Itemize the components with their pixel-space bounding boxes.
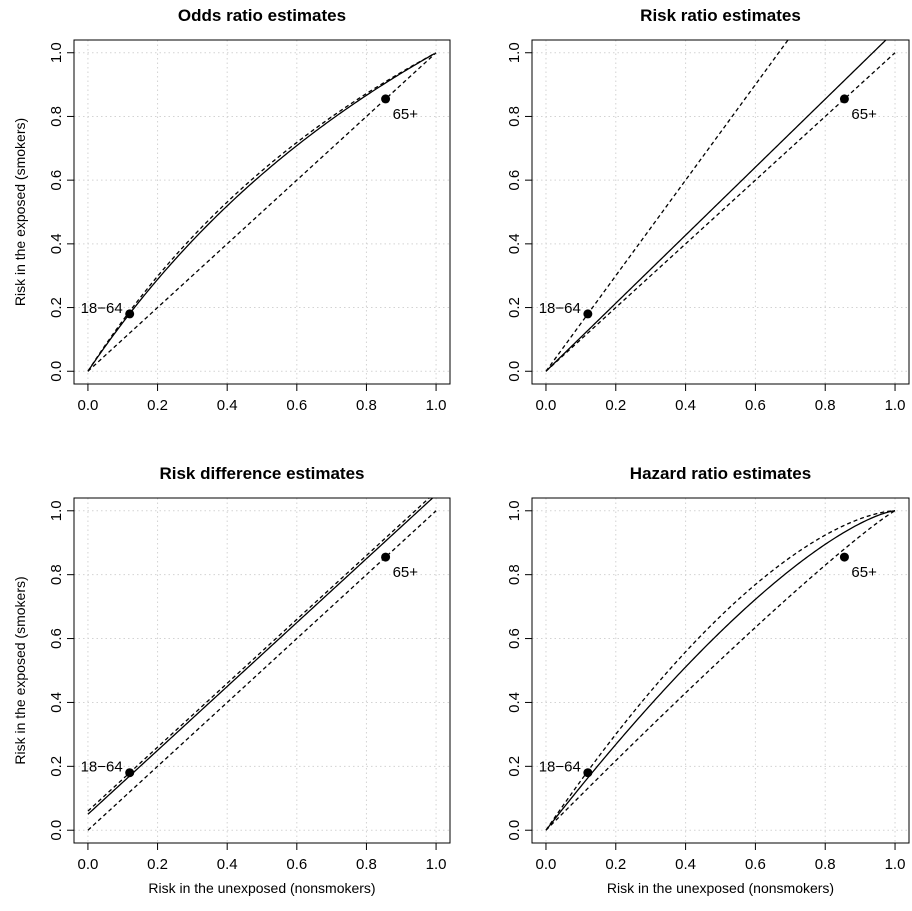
dashed-curve [545,510,896,831]
x-tick-label: 0.8 [815,856,836,873]
y-tick-label: 1.0 [506,500,523,521]
dashed-curve [87,52,437,372]
dashed-curve [87,498,431,812]
x-tick-label: 0.0 [77,397,98,414]
y-tick-label: 0.4 [506,233,523,254]
y-tick-label: 0.6 [506,628,523,649]
chart-title: Odds ratio estimates [178,6,346,25]
data-point [125,768,135,778]
x-tick-label: 0.2 [605,856,626,873]
plot-frame [73,39,451,385]
data-point [381,94,391,104]
y-tick-label: 0.2 [48,297,65,318]
y-tick-label: 0.4 [506,692,523,713]
x-axis-label: Risk in the unexposed (nonsmokers) [607,880,834,896]
solid-curve [87,53,435,372]
point-label: 65+ [851,564,877,581]
x-tick-label: 0.0 [77,856,98,873]
x-axis-label: Risk in the unexposed (nonsmokers) [148,880,375,896]
point-label: 65+ [393,564,419,581]
chart-title: Risk difference estimates [159,464,364,483]
y-tick-label: 0.6 [48,170,65,191]
y-tick-label: 1.0 [48,42,65,63]
y-axis-label: Risk in the exposed (smokers) [12,118,28,306]
x-tick-label: 0.4 [675,856,696,873]
solid-curve [87,498,434,815]
x-tick-label: 0.2 [605,397,626,414]
plot-frame [531,39,910,385]
x-tick-label: 0.8 [356,397,377,414]
data-point [583,768,593,778]
point-label: 18−64 [539,759,581,776]
point-label: 18−64 [539,300,581,317]
point-label: 65+ [851,106,877,123]
data-point [583,309,593,319]
x-tick-label: 0.4 [675,397,696,414]
y-tick-label: 0.8 [48,564,65,585]
x-tick-label: 0.0 [536,856,557,873]
x-tick-label: 1.0 [885,397,906,414]
plot-frame [531,497,910,844]
y-tick-label: 0.8 [48,106,65,127]
y-tick-label: 0.8 [506,106,523,127]
y-tick-label: 0.0 [48,820,65,841]
x-tick-label: 0.2 [147,397,168,414]
y-tick-label: 0.0 [506,820,523,841]
y-tick-label: 0.4 [48,692,65,713]
dashed-curve [545,52,896,372]
data-point [381,552,391,562]
panel-4: 0.0 0.2 0.4 0.6 0.8 1.0 0.0 0.2 0.4 0.6 0.8 1.0 Haza… [506,464,910,896]
y-tick-label: 0.0 [48,361,65,382]
y-tick-label: 0.6 [48,628,65,649]
plot-frame [73,497,451,844]
x-tick-label: 0.8 [815,397,836,414]
dashed-curve [545,510,896,831]
panel-1: 0.0 0.2 0.4 0.6 0.8 1.0 0.0 0.2 0.4 0.6 0.8 1.0 Odds… [12,6,451,414]
x-tick-label: 0.0 [536,397,557,414]
data-point [125,309,135,319]
y-tick-label: 0.2 [48,756,65,777]
panel-2: 0.0 0.2 0.4 0.6 0.8 1.0 0.0 0.2 0.4 0.6 0.8 1.0 Risk… [506,6,910,414]
y-tick-label: 1.0 [506,42,523,63]
y-tick-label: 0.2 [506,297,523,318]
point-label: 18−64 [81,759,123,776]
y-tick-label: 0.8 [506,564,523,585]
point-label: 18−64 [81,300,123,317]
dashed-curve [87,53,435,372]
data-point [839,94,849,104]
x-tick-label: 0.8 [356,856,377,873]
point-label: 65+ [393,106,419,123]
panel-3: 0.0 0.2 0.4 0.6 0.8 1.0 0.0 0.2 0.4 0.6 0.8 1.0 Risk… [12,464,451,896]
dashed-curve [545,40,789,372]
x-tick-label: 0.2 [147,856,168,873]
x-tick-label: 0.6 [286,397,307,414]
dashed-curve [87,510,437,831]
y-tick-label: 0.2 [506,756,523,777]
y-tick-label: 0.4 [48,233,65,254]
x-tick-label: 1.0 [426,856,447,873]
x-tick-label: 1.0 [426,397,447,414]
chart-title: Risk ratio estimates [640,6,801,25]
x-tick-label: 0.6 [286,856,307,873]
y-axis-label: Risk in the exposed (smokers) [12,576,28,764]
x-tick-label: 0.4 [217,856,238,873]
x-tick-label: 1.0 [885,856,906,873]
x-tick-label: 0.6 [745,856,766,873]
chart-title: Hazard ratio estimates [630,464,811,483]
y-tick-label: 0.6 [506,170,523,191]
solid-curve [545,510,896,831]
solid-curve [545,40,887,372]
x-tick-label: 0.4 [217,397,238,414]
data-point [839,552,849,562]
x-tick-label: 0.6 [745,397,766,414]
y-tick-label: 0.0 [506,361,523,382]
y-tick-label: 1.0 [48,500,65,521]
